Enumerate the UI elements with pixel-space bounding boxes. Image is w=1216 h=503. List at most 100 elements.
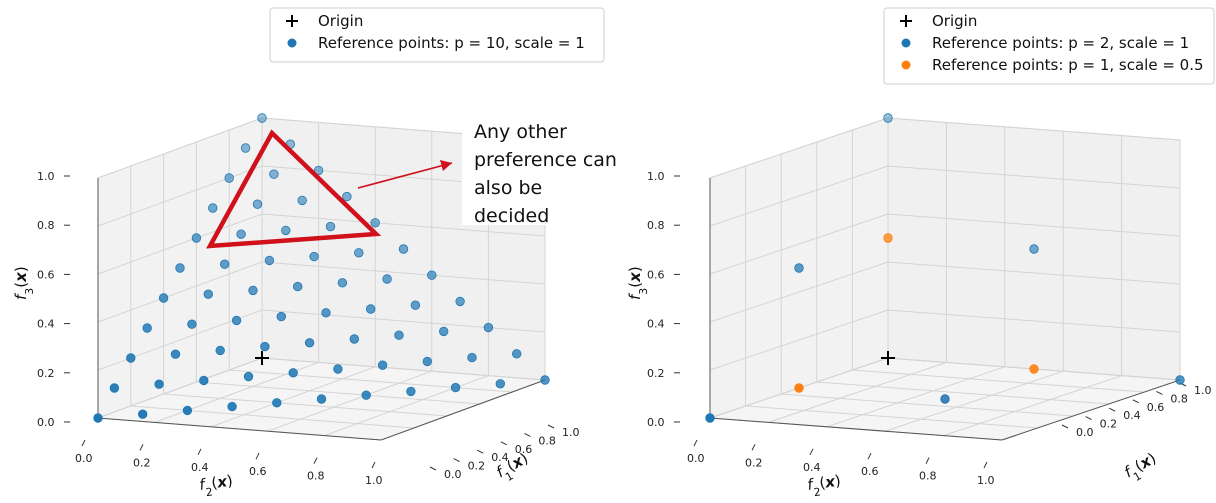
grid-line [261, 309, 546, 333]
grid-line [852, 369, 1145, 393]
reference-point [175, 263, 185, 273]
reference-point [540, 375, 550, 385]
reference-point [794, 263, 804, 273]
grid-line [745, 405, 1038, 429]
reference-point [316, 394, 327, 404]
legend-marker [901, 38, 911, 48]
x-tick [547, 424, 555, 429]
legend-label: Origin [318, 12, 363, 30]
y-tick-label: 0.4 [191, 461, 209, 474]
x-tick-label: 0.0 [1076, 426, 1094, 439]
reference-point [240, 143, 251, 153]
reference-point [354, 248, 364, 258]
y-tick [371, 461, 376, 469]
y-axis-label: f2(x) [806, 471, 843, 499]
reference-point [260, 341, 270, 352]
y-tick [867, 452, 872, 460]
grid-line [943, 375, 1122, 437]
y-tick [983, 461, 988, 469]
x-tick [453, 458, 460, 463]
left-3d-plot: 0.0 0.2 0.4 0.6 0.8 1.0 0.0 0.2 0.4 0.6 0.8 1.0 0.0 0… [12, 113, 580, 499]
z-tick-label: 0.8 [647, 219, 665, 232]
reference-point [361, 390, 371, 400]
legend-label: Reference points: p = 1, scale = 0.5 [932, 56, 1204, 74]
annotation-box [462, 113, 626, 225]
y-tick-label: 0.8 [307, 470, 325, 483]
reference-point [377, 360, 388, 370]
legend-marker [287, 38, 297, 48]
reference-point [288, 368, 298, 378]
reference-point [410, 300, 421, 310]
reference-point [252, 199, 263, 209]
z-axis-label: f3(x) [626, 266, 650, 300]
reference-point [337, 278, 348, 288]
grid-line [887, 117, 1181, 141]
legend-frame [269, 7, 605, 63]
grid-line [826, 366, 1005, 428]
reference-point [467, 352, 477, 363]
y-tick-label: 0.4 [803, 461, 821, 474]
grid-line [324, 375, 489, 437]
y-tick-label: 0.0 [75, 452, 93, 465]
preference-annotation: Any other preference can also be decided [206, 113, 626, 249]
reference-point [483, 322, 494, 333]
y-tick [313, 457, 318, 464]
reference-point [883, 113, 893, 123]
grid-line [130, 405, 414, 429]
x-tick [429, 466, 437, 471]
y-tick-label: 1.0 [365, 474, 383, 487]
annotation-arrow [357, 162, 453, 189]
grid-line [768, 361, 947, 423]
grid-line [97, 165, 263, 227]
z-tick-label: 0.6 [647, 268, 665, 281]
right-3d-plot: 0.0 0.2 0.4 0.6 0.8 1.0 0.0 0.2 0.4 0.6 0.8 1.0 0.0 0… [626, 113, 1212, 499]
x-axis-line [380, 379, 546, 441]
reference-point [427, 270, 437, 280]
reference-point [182, 405, 193, 416]
reference-point [450, 382, 461, 393]
grid-line [261, 213, 546, 237]
reference-point [455, 296, 465, 307]
y-axis-line [97, 417, 382, 441]
legend-origin-marker [286, 15, 298, 27]
reference-point-half-scale [794, 383, 804, 393]
y-tick [751, 444, 756, 451]
grid-line [211, 366, 376, 428]
x-tick [1085, 416, 1092, 421]
grid-line [97, 261, 263, 323]
reference-point [187, 319, 197, 329]
reference-point [495, 379, 506, 389]
reference-point [272, 398, 282, 408]
y-tick-label: 0.2 [745, 456, 763, 469]
grid-line [261, 357, 546, 381]
x-tick [1132, 399, 1140, 404]
reference-point [137, 409, 148, 419]
reference-point [1175, 375, 1185, 385]
z-tick-label: 1.0 [647, 170, 665, 183]
z-tick-label: 1.0 [37, 170, 55, 183]
reference-point [248, 285, 258, 296]
reference-point [333, 364, 343, 374]
grid-line [781, 393, 1074, 417]
legend-marker [901, 60, 911, 70]
y-axis-line [709, 417, 1003, 441]
z-tick-label: 0.0 [647, 416, 665, 429]
reference-point-half-scale [883, 233, 893, 243]
y-tick-label: 0.8 [919, 470, 937, 483]
reference-point [93, 413, 103, 423]
grid-line [97, 213, 263, 275]
reference-point [325, 221, 336, 232]
legend-label: Origin [932, 12, 977, 30]
y-tick-label: 0.2 [133, 456, 151, 469]
grid-line [97, 357, 263, 419]
reference-point [109, 383, 120, 393]
reference-point [208, 203, 218, 213]
x-tick-label: 0.6 [1147, 401, 1165, 414]
z-tick-label: 0.6 [37, 268, 55, 281]
reference-point [297, 195, 307, 206]
grid-line [229, 369, 513, 393]
z-tick-label: 0.2 [37, 367, 55, 380]
z-axis-label: f3(x) [12, 266, 36, 300]
x-tick-label: 0.4 [1123, 409, 1141, 422]
z-tick-label: 0.4 [37, 318, 55, 331]
